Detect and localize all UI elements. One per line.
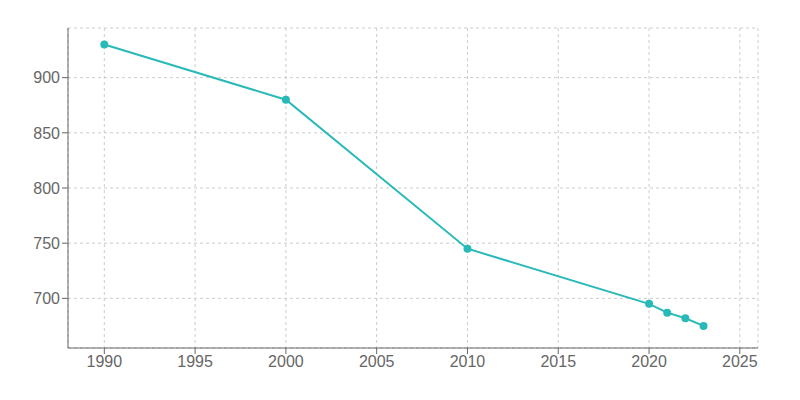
svg-text:2025: 2025 — [722, 353, 758, 370]
svg-text:2015: 2015 — [540, 353, 576, 370]
svg-text:800: 800 — [33, 180, 60, 197]
svg-text:2020: 2020 — [631, 353, 667, 370]
svg-text:700: 700 — [33, 290, 60, 307]
svg-text:2000: 2000 — [268, 353, 304, 370]
svg-text:1995: 1995 — [177, 353, 213, 370]
svg-text:1990: 1990 — [87, 353, 123, 370]
svg-text:2010: 2010 — [450, 353, 486, 370]
svg-text:750: 750 — [33, 235, 60, 252]
svg-text:850: 850 — [33, 125, 60, 142]
svg-text:2005: 2005 — [359, 353, 395, 370]
svg-text:900: 900 — [33, 69, 60, 86]
